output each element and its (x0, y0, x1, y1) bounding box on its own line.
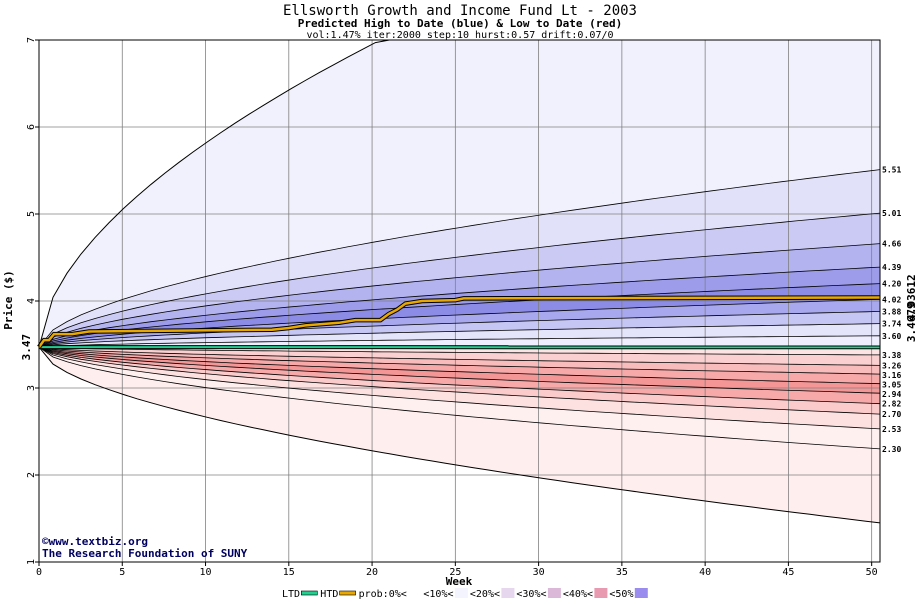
legend-swatch-3 (455, 588, 468, 598)
x-tick-label-15: 15 (283, 567, 295, 578)
band-label-3.88: 3.88 (882, 307, 901, 316)
x-tick-label-50: 50 (866, 567, 878, 578)
legend-label-7: <50% (609, 589, 633, 600)
legend-swatch-2 (408, 588, 421, 598)
legend-line-0 (301, 591, 317, 595)
legend-label-0: LTD (282, 589, 300, 600)
band-label-3.74: 3.74 (882, 320, 901, 329)
y-tick-label-6: 6 (26, 124, 37, 130)
band-label-5.01: 5.01 (882, 209, 901, 218)
y-tick-label-2: 2 (26, 472, 37, 478)
band-label-3.26: 3.26 (882, 361, 901, 370)
legend: LTD HTD prob:0%< <10%< <20%< <30%< <40%< <50% (282, 588, 648, 600)
band-label-3.38: 3.38 (882, 351, 901, 360)
x-tick-label-5: 5 (119, 567, 125, 578)
chart-subtitle: Predicted High to Date (blue) & Low to D… (298, 17, 623, 30)
credit-org: The Research Foundation of SUNY (42, 547, 248, 560)
band-label-4.02: 4.02 (882, 295, 901, 304)
band-label-4.20: 4.20 (882, 280, 901, 289)
legend-swatch-7 (635, 588, 648, 598)
legend-line-1 (340, 591, 356, 595)
legend-label-4: <20%< (470, 589, 500, 600)
legend-swatch-4 (501, 588, 514, 598)
x-axis-label: Week (446, 575, 473, 588)
band-label-2.82: 2.82 (882, 400, 901, 409)
band-label-2.70: 2.70 (882, 410, 901, 419)
x-tick-label-35: 35 (616, 567, 628, 578)
y-tick-label-4: 4 (26, 298, 37, 304)
chart-params: vol:1.47% iter:2000 step:10 hurst:0.57 d… (306, 30, 613, 41)
band-label-2.94: 2.94 (882, 390, 901, 399)
band-label-3.60: 3.60 (882, 332, 901, 341)
y-tick-label-7: 7 (26, 37, 37, 43)
ltd-value-label: 3.4679 (905, 302, 918, 342)
band-label-5.51: 5.51 (882, 166, 901, 175)
legend-swatch-5 (548, 588, 561, 598)
band-label-4.66: 4.66 (882, 240, 901, 249)
legend-label-2: prob:0%< (359, 589, 407, 600)
legend-label-5: <30%< (516, 589, 546, 600)
y-tick-label-5: 5 (26, 211, 37, 217)
legend-label-1: HTD (320, 589, 338, 600)
legend-swatch-6 (594, 588, 607, 598)
x-tick-label-40: 40 (699, 567, 711, 578)
band-labels: 3.60 3.74 3.88 4.02 4.20 4.39 4.66 5.01 5.51 3.38… (882, 166, 918, 454)
band-label-3.16: 3.16 (882, 371, 901, 380)
band-label-2.30: 2.30 (882, 445, 901, 454)
legend-label-3: <10%< (423, 589, 453, 600)
probability-bands (39, 40, 880, 523)
x-tick-label-45: 45 (782, 567, 794, 578)
y-tick-label-3: 3 (26, 385, 37, 391)
band-label-2.53: 2.53 (882, 425, 901, 434)
start-price-label: 3.47 (20, 334, 33, 361)
band-label-3.05: 3.05 (882, 380, 901, 389)
x-tick-label-30: 30 (533, 567, 545, 578)
y-axis-label: Price ($) (2, 270, 15, 330)
x-tick-label-0: 0 (36, 567, 42, 578)
band-label-4.39: 4.39 (882, 263, 901, 272)
x-tick-label-10: 10 (200, 567, 212, 578)
y-tick-label-1: 1 (26, 559, 37, 565)
legend-label-6: <40%< (563, 589, 593, 600)
x-tick-label-20: 20 (366, 567, 378, 578)
